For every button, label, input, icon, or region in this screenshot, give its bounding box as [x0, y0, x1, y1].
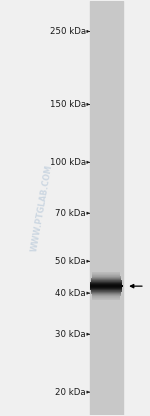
Bar — [90, 1, 123, 415]
Text: 50 kDa: 50 kDa — [55, 257, 86, 266]
Text: 20 kDa: 20 kDa — [55, 388, 86, 396]
Text: WWW.PTGLAB.COM: WWW.PTGLAB.COM — [30, 164, 54, 252]
Text: 100 kDa: 100 kDa — [50, 158, 86, 167]
Text: 30 kDa: 30 kDa — [55, 330, 86, 339]
Text: 40 kDa: 40 kDa — [55, 289, 86, 297]
Text: 150 kDa: 150 kDa — [50, 100, 86, 109]
Text: 250 kDa: 250 kDa — [50, 27, 86, 36]
Text: 70 kDa: 70 kDa — [55, 209, 86, 218]
